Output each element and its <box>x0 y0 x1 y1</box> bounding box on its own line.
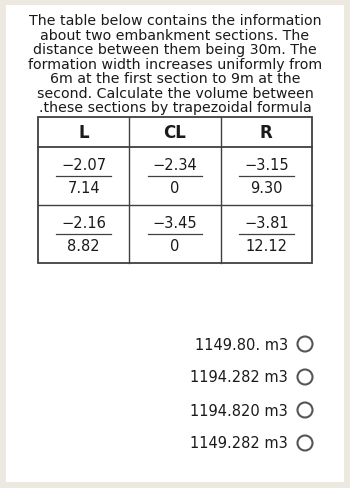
Text: 12.12: 12.12 <box>245 239 287 254</box>
Text: L: L <box>78 124 89 142</box>
Text: −2.16: −2.16 <box>61 216 106 230</box>
Text: The table below contains the information: The table below contains the information <box>29 14 321 28</box>
Text: 0: 0 <box>170 239 180 254</box>
Text: 6m at the first section to 9m at the: 6m at the first section to 9m at the <box>50 72 300 86</box>
Text: 7.14: 7.14 <box>67 181 100 196</box>
Text: −2.07: −2.07 <box>61 158 106 173</box>
Text: formation width increases uniformly from: formation width increases uniformly from <box>28 58 322 71</box>
Text: R: R <box>260 124 273 142</box>
Text: 1194.282 m3: 1194.282 m3 <box>190 370 288 385</box>
Text: 8.82: 8.82 <box>67 239 100 254</box>
Text: .these sections by trapezoidal formula: .these sections by trapezoidal formula <box>38 101 312 115</box>
Text: −2.34: −2.34 <box>153 158 197 173</box>
Text: distance between them being 30m. The: distance between them being 30m. The <box>33 43 317 57</box>
Text: −3.45: −3.45 <box>153 216 197 230</box>
Text: about two embankment sections. The: about two embankment sections. The <box>41 28 309 42</box>
Text: second. Calculate the volume between: second. Calculate the volume between <box>36 86 314 101</box>
Bar <box>38 118 312 264</box>
Text: 1149.80. m3: 1149.80. m3 <box>195 337 288 352</box>
Text: CL: CL <box>163 124 187 142</box>
Text: −3.15: −3.15 <box>244 158 289 173</box>
Text: 1194.820 m3: 1194.820 m3 <box>190 403 288 418</box>
Text: 9.30: 9.30 <box>250 181 282 196</box>
Text: 0: 0 <box>170 181 180 196</box>
Text: 1149.282 m3: 1149.282 m3 <box>190 436 288 450</box>
Text: −3.81: −3.81 <box>244 216 289 230</box>
